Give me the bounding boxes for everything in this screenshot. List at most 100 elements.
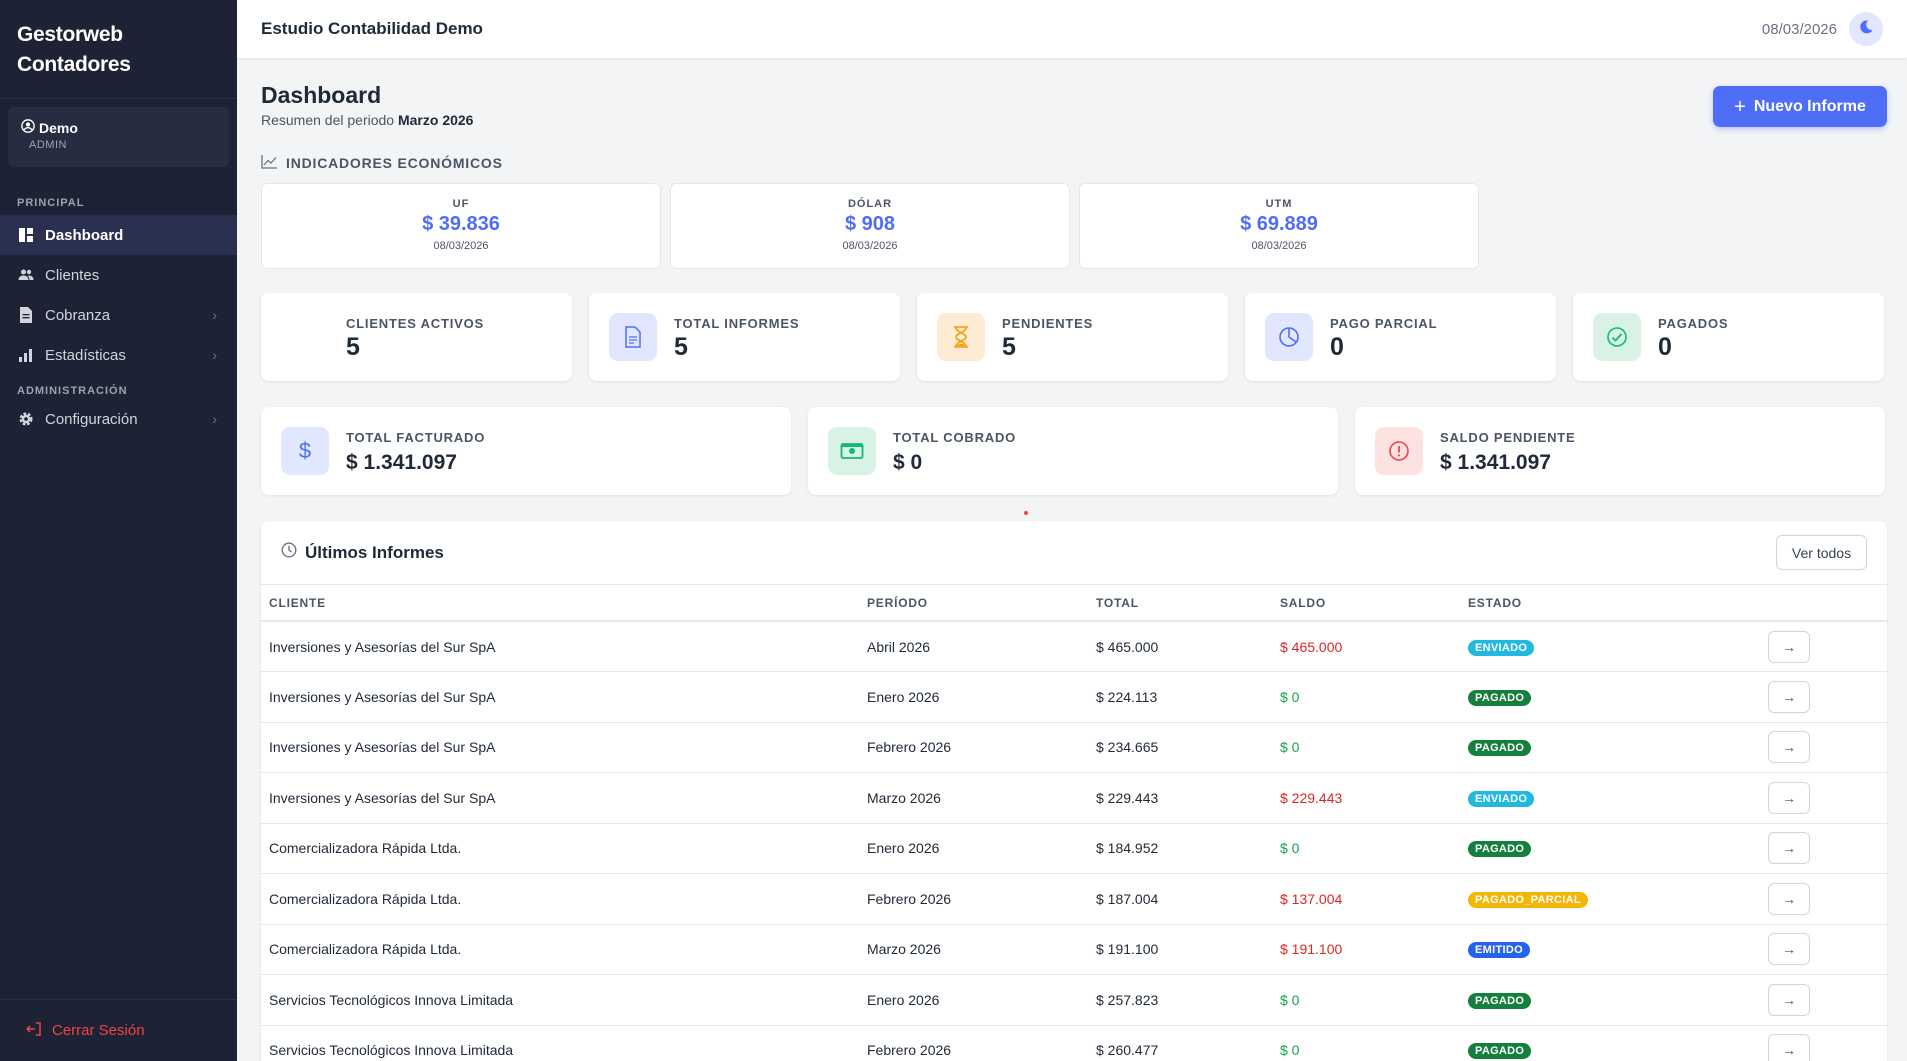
col-header-estado[interactable]: ESTADO	[1460, 585, 1760, 622]
user-role: ADMIN	[29, 139, 67, 151]
reports-card: Últimos Informes Ver todos CLIENTE PERÍO…	[261, 521, 1887, 1061]
cell-cliente: Inversiones y Asesorías del Sur SpA	[261, 671, 859, 723]
cell-periodo: Enero 2026	[859, 671, 1088, 723]
stat-card-clientes-activos: CLIENTES ACTIVOS 5	[261, 293, 572, 381]
hourglass-icon	[937, 313, 985, 361]
open-report-button[interactable]: →	[1768, 630, 1810, 663]
money-card-saldo-pendiente: SALDO PENDIENTE $ 1.341.097	[1355, 407, 1885, 495]
col-header-periodo[interactable]: PERÍODO	[859, 585, 1088, 622]
open-report-button[interactable]: →	[1768, 781, 1810, 814]
cell-periodo: Marzo 2026	[859, 772, 1088, 824]
sidebar-item-label: Clientes	[45, 266, 100, 284]
money-card-total-facturado: $ TOTAL FACTURADO $ 1.341.097	[261, 407, 791, 495]
table-row[interactable]: Comercializadora Rápida Ltda. Marzo 2026 $…	[261, 924, 1887, 975]
sidebar-item-dashboard[interactable]: Dashboard	[0, 215, 237, 255]
cell-total: $ 260.477	[1088, 1025, 1272, 1061]
open-report-button[interactable]: →	[1768, 882, 1810, 915]
col-header-total[interactable]: TOTAL	[1088, 585, 1272, 622]
cell-total: $ 465.000	[1088, 621, 1272, 672]
stat-value: 5	[674, 333, 688, 361]
table-header-row: CLIENTE PERÍODO TOTAL SALDO ESTADO	[261, 585, 1887, 622]
stat-card-pagados: PAGADOS 0	[1573, 293, 1884, 381]
stat-label: TOTAL COBRADO	[893, 430, 1017, 445]
arrow-right-icon: →	[1782, 840, 1796, 857]
cell-cliente: Comercializadora Rápida Ltda.	[261, 924, 859, 975]
status-badge: PAGADO	[1468, 740, 1532, 757]
section-principal: PRINCIPAL	[17, 197, 85, 209]
sidebar-item-cobranza[interactable]: Cobranza ›	[0, 295, 237, 335]
brand-line1: Gestorweb	[17, 23, 123, 46]
cell-cliente: Inversiones y Asesorías del Sur SpA	[261, 772, 859, 824]
stat-label: PAGADOS	[1658, 316, 1729, 331]
arrow-right-icon: →	[1782, 941, 1796, 958]
clock-icon	[281, 542, 297, 563]
indicator-dot	[1024, 511, 1028, 515]
stat-value: 0	[1330, 333, 1344, 361]
cell-saldo: $ 191.100	[1272, 924, 1460, 975]
user-card[interactable]: Demo ADMIN	[8, 107, 229, 167]
cell-total: $ 224.113	[1088, 671, 1272, 723]
cell-periodo: Abril 2026	[859, 621, 1088, 672]
table-row[interactable]: Comercializadora Rápida Ltda. Febrero 202…	[261, 873, 1887, 925]
table-row[interactable]: Inversiones y Asesorías del Sur SpA Marzo…	[261, 772, 1887, 824]
document-icon	[609, 313, 657, 361]
table-row[interactable]: Servicios Tecnológicos Innova Limitada En…	[261, 974, 1887, 1026]
cell-action: →	[1760, 974, 1887, 1026]
cell-periodo: Febrero 2026	[859, 722, 1088, 773]
money-card-total-cobrado: TOTAL COBRADO $ 0	[808, 407, 1338, 495]
cell-cliente: Servicios Tecnológicos Innova Limitada	[261, 974, 859, 1026]
cell-cliente: Comercializadora Rápida Ltda.	[261, 873, 859, 925]
indicator-date: 08/03/2026	[433, 240, 489, 252]
col-header-saldo[interactable]: SALDO	[1272, 585, 1460, 622]
table-row[interactable]: Comercializadora Rápida Ltda. Enero 2026 $…	[261, 823, 1887, 874]
sidebar-item-clientes[interactable]: Clientes	[0, 255, 237, 295]
col-header-actions	[1760, 585, 1887, 622]
col-header-cliente[interactable]: CLIENTE	[261, 585, 859, 622]
theme-toggle-button[interactable]	[1849, 12, 1883, 46]
brand-line2: Contadores	[17, 53, 131, 76]
indicator-name: DÓLAR	[847, 198, 893, 210]
arrow-right-icon: →	[1782, 688, 1796, 705]
open-report-button[interactable]: →	[1768, 983, 1810, 1016]
sidebar-item-estadisticas[interactable]: Estadísticas ›	[0, 335, 237, 375]
open-report-button[interactable]: →	[1768, 1034, 1810, 1061]
sidebar-item-label: Estadísticas	[45, 346, 126, 364]
table-row[interactable]: Servicios Tecnológicos Innova Limitada Fe…	[261, 1025, 1887, 1061]
cell-cliente: Inversiones y Asesorías del Sur SpA	[261, 722, 859, 773]
logout-button[interactable]: Cerrar Sesión	[0, 999, 237, 1061]
stat-label: CLIENTES ACTIVOS	[346, 316, 484, 331]
indicator-date: 08/03/2026	[842, 240, 898, 252]
cell-action: →	[1760, 722, 1887, 773]
table-row[interactable]: Inversiones y Asesorías del Sur SpA Abril…	[261, 621, 1887, 672]
new-report-button[interactable]: + Nuevo Informe	[1713, 86, 1887, 127]
cell-periodo: Enero 2026	[859, 974, 1088, 1026]
cell-estado: ENVIADO	[1460, 772, 1760, 824]
brand-logo[interactable]: Gestorweb Contadores	[0, 0, 237, 99]
open-report-button[interactable]: →	[1768, 933, 1810, 966]
reports-table: CLIENTE PERÍODO TOTAL SALDO ESTADO Inver…	[261, 585, 1887, 1061]
cell-action: →	[1760, 671, 1887, 723]
open-report-button[interactable]: →	[1768, 680, 1810, 713]
arrow-right-icon: →	[1782, 1042, 1796, 1059]
topbar-date: 08/03/2026	[1761, 20, 1837, 38]
open-report-button[interactable]: →	[1768, 731, 1810, 764]
view-all-button[interactable]: Ver todos	[1776, 535, 1867, 570]
table-row[interactable]: Inversiones y Asesorías del Sur SpA Febre…	[261, 722, 1887, 773]
cell-periodo: Febrero 2026	[859, 1025, 1088, 1061]
open-report-button[interactable]: →	[1768, 832, 1810, 865]
cell-periodo: Febrero 2026	[859, 873, 1088, 925]
cell-periodo: Marzo 2026	[859, 924, 1088, 975]
arrow-right-icon: →	[1782, 789, 1796, 806]
sidebar-item-configuracion[interactable]: Configuración ›	[0, 399, 237, 439]
arrow-right-icon: →	[1782, 638, 1796, 655]
cell-estado: PAGADO	[1460, 974, 1760, 1026]
table-row[interactable]: Inversiones y Asesorías del Sur SpA Enero…	[261, 671, 1887, 723]
topbar: Estudio Contabilidad Demo 08/03/2026	[237, 0, 1907, 58]
status-badge: EMITIDO	[1468, 942, 1530, 959]
cell-estado: ENVIADO	[1460, 621, 1760, 672]
user-circle-icon	[21, 119, 35, 136]
chevron-right-icon: ›	[212, 307, 217, 323]
new-report-label: Nuevo Informe	[1753, 97, 1866, 115]
cell-saldo: $ 0	[1272, 823, 1460, 874]
cell-periodo: Enero 2026	[859, 823, 1088, 874]
